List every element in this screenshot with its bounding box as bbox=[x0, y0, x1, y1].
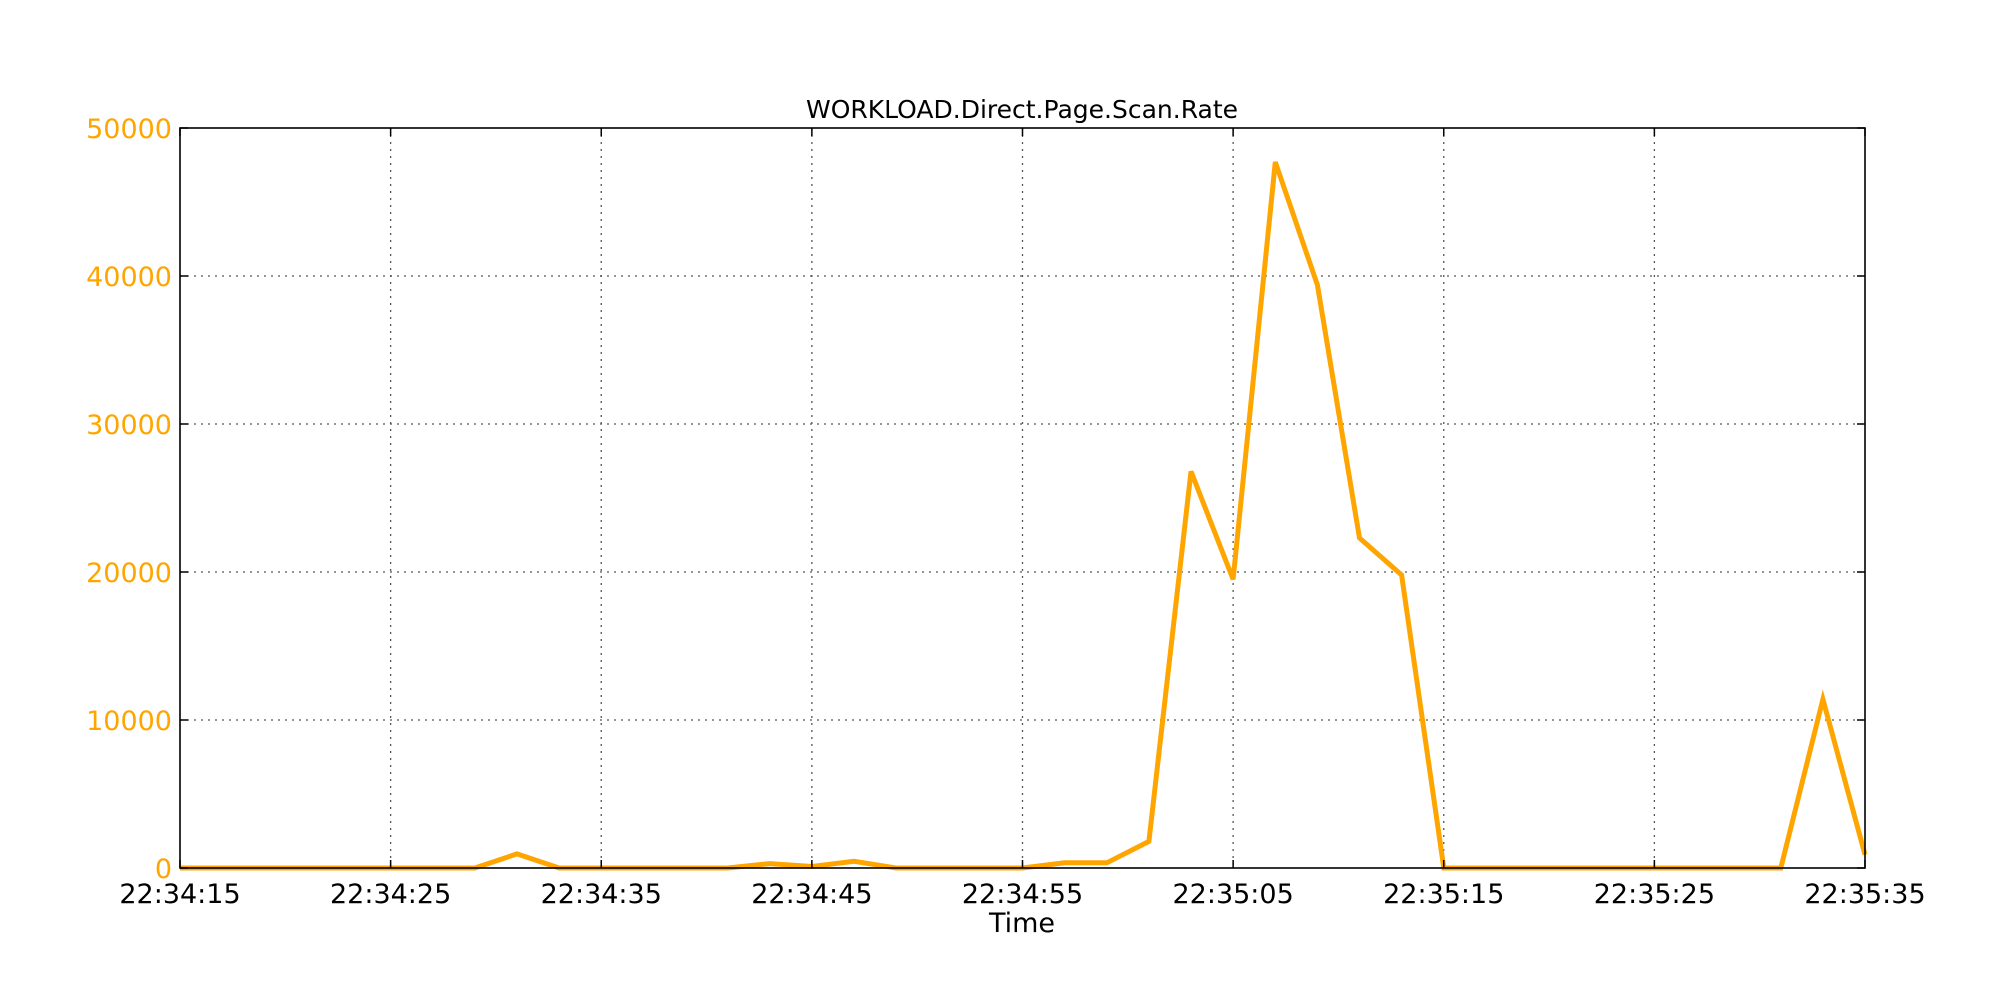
y-tick-label: 0 bbox=[155, 854, 172, 885]
x-tick-label: 22:34:15 bbox=[119, 879, 240, 910]
data-point bbox=[1359, 537, 1360, 539]
plot-area-frame bbox=[179, 127, 1866, 869]
data-point bbox=[1401, 574, 1403, 576]
data-point bbox=[1106, 862, 1108, 864]
data-point bbox=[1148, 840, 1150, 842]
series-layer bbox=[179, 161, 1868, 871]
x-tick-label: 22:34:35 bbox=[541, 879, 662, 910]
data-point bbox=[1274, 161, 1276, 163]
grid bbox=[180, 128, 1865, 868]
y-tick-label: 50000 bbox=[86, 114, 172, 145]
x-tick-label: 22:34:55 bbox=[962, 879, 1083, 910]
data-point bbox=[516, 853, 518, 855]
x-tick-label: 22:35:15 bbox=[1383, 879, 1504, 910]
y-tick-label: 10000 bbox=[86, 706, 172, 737]
x-tick-label: 22:35:35 bbox=[1804, 879, 1925, 910]
data-point bbox=[1316, 284, 1318, 286]
x-axis-label: Time bbox=[988, 908, 1055, 939]
y-tick-label: 30000 bbox=[86, 410, 172, 441]
y-tick-label: 40000 bbox=[86, 262, 172, 293]
data-point bbox=[853, 860, 855, 862]
x-tick-label: 22:35:25 bbox=[1594, 879, 1715, 910]
y-tick-label: 20000 bbox=[86, 558, 172, 589]
data-point bbox=[1064, 862, 1066, 864]
chart-title: WORKLOAD.Direct.Page.Scan.Rate bbox=[806, 95, 1238, 124]
x-tick-label: 22:35:05 bbox=[1172, 879, 1293, 910]
x-tick-label: 22:34:45 bbox=[751, 879, 872, 910]
x-axis-ticks: 22:34:15 22:34:25 22:34:35 22:34:45 22:34:55… bbox=[119, 128, 1926, 910]
data-point bbox=[1822, 698, 1824, 700]
data-point bbox=[1232, 578, 1234, 580]
x-tick-label: 22:34:25 bbox=[330, 879, 451, 910]
data-point bbox=[769, 863, 771, 865]
data-point bbox=[1190, 470, 1192, 472]
y-axis-ticks: 0 10000 20000 30000 40000 50000 bbox=[86, 114, 1865, 885]
